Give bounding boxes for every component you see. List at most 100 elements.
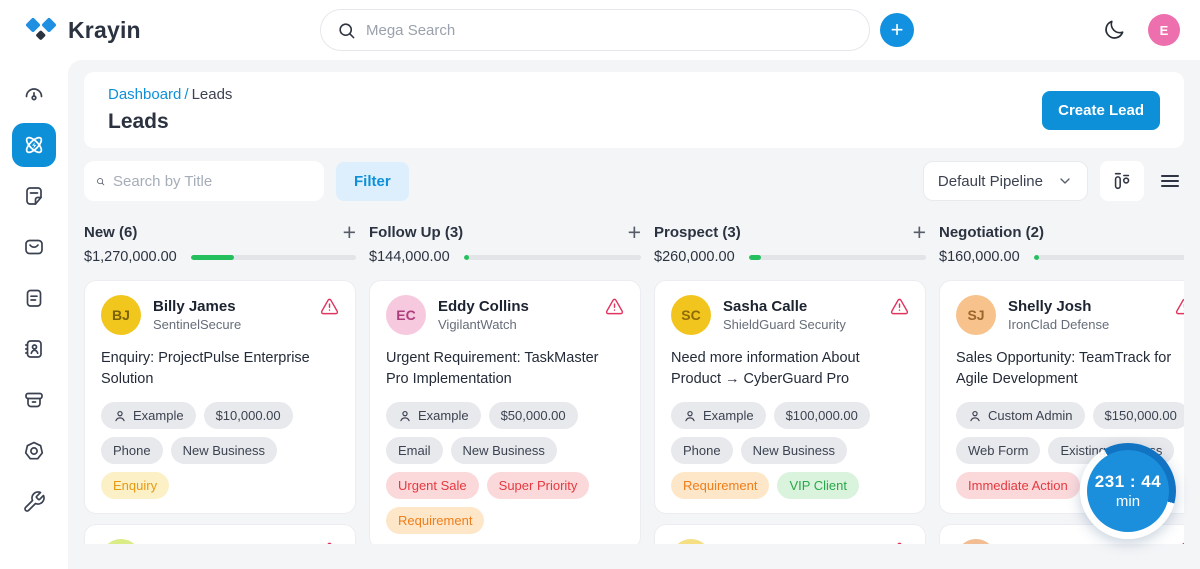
- lead-tag: Example: [101, 402, 196, 430]
- document-icon: [26, 187, 42, 205]
- lead-tag: New Business: [170, 437, 277, 465]
- column-amount: $160,000.00: [939, 249, 1020, 265]
- add-lead-icon[interactable]: +: [912, 221, 926, 245]
- kanban-column: New (6) + $1,270,000.00 BJ Billy James S…: [84, 221, 356, 544]
- lead-company: SentinelSecure: [153, 317, 242, 332]
- lead-tags: Example $50,000.00 Email New Business Urgent…: [386, 402, 624, 535]
- user-icon: [970, 410, 980, 421]
- title-search: [84, 161, 324, 201]
- avatar: LM: [101, 539, 141, 544]
- leads-toolbar: Filter Default Pipeline: [84, 161, 1184, 201]
- timer-unit: min: [1115, 493, 1141, 510]
- sidebar-item-quotes[interactable]: [12, 174, 56, 218]
- address-book-icon: [24, 340, 42, 358]
- lead-title: Enquiry: ProjectPulse Enterprise Solutio…: [101, 350, 310, 387]
- lead-tag: Requirement: [671, 472, 770, 500]
- lead-card[interactable]: BJ Billy James SentinelSecure Enquiry: P…: [84, 280, 356, 515]
- avatar: SC: [671, 295, 711, 335]
- activity-timer-widget[interactable]: 231 : 44 min: [1080, 443, 1176, 539]
- lead-name: Sasha Calle: [723, 298, 808, 315]
- pipeline-select[interactable]: Default Pipeline: [922, 161, 1088, 201]
- envelope-icon: [25, 239, 43, 255]
- sidebar-item-activities[interactable]: [12, 276, 56, 320]
- sidebar-item-contacts[interactable]: [12, 327, 56, 371]
- column-cards: BJ Billy James SentinelSecure Enquiry: P…: [84, 280, 356, 544]
- lead-tag: Enquiry: [101, 472, 170, 500]
- breadcrumb-dashboard-link[interactable]: Dashboard: [108, 86, 182, 103]
- kanban-view-toggle[interactable]: [1100, 161, 1144, 201]
- add-lead-icon[interactable]: +: [342, 221, 356, 245]
- kanban-column: Prospect (3) + $260,000.00 SC Sasha Call…: [654, 221, 926, 544]
- lead-company: ShieldGuard Security: [723, 317, 846, 332]
- lead-name: Shelly Josh: [1008, 298, 1092, 315]
- lead-tag: Web Form: [956, 437, 1041, 465]
- sidebar: [0, 60, 68, 569]
- lead-card[interactable]: LM Lucy Mark ShieldGuard Security Requir…: [84, 524, 356, 544]
- alert-triangle-icon: [897, 542, 902, 544]
- wrench-icon: [24, 491, 45, 512]
- timer-face: 231 : 44 min: [1087, 450, 1169, 532]
- column-amount: $260,000.00: [654, 249, 735, 265]
- user-avatar[interactable]: E: [1148, 14, 1180, 46]
- lead-company: IronClad Defense: [1008, 317, 1110, 332]
- page-header: Dashboard / Leads Leads Create Lead: [84, 72, 1184, 148]
- lead-company: VigilantWatch: [438, 317, 517, 332]
- filter-button[interactable]: Filter: [336, 161, 409, 201]
- orbit-bolt-icon: [25, 136, 43, 154]
- lead-tag: Example: [671, 402, 766, 430]
- add-lead-icon[interactable]: +: [627, 221, 641, 245]
- topbar: Krayin + E: [0, 0, 1200, 60]
- kanban-view-icon: [1114, 172, 1130, 190]
- sidebar-item-dashboard[interactable]: [12, 72, 56, 116]
- lead-card[interactable]: LM Lucy Mark: [654, 524, 926, 544]
- lead-title: Urgent Requirement: TaskMaster Pro Imple…: [386, 350, 599, 387]
- avatar: SC: [956, 539, 996, 544]
- lead-tag: $50,000.00: [488, 402, 578, 430]
- brand-logo[interactable]: Krayin: [24, 15, 320, 45]
- kanban-board: New (6) + $1,270,000.00 BJ Billy James S…: [84, 221, 1184, 544]
- create-lead-button[interactable]: Create Lead: [1042, 90, 1160, 130]
- lead-card[interactable]: SC Sasha Calle ShieldGuard Security Need…: [654, 280, 926, 515]
- krayin-logo-icon: [26, 18, 56, 40]
- column-progress-bar: [1033, 254, 1184, 260]
- breadcrumb: Dashboard / Leads: [108, 86, 232, 103]
- dark-mode-toggle[interactable]: [1102, 18, 1126, 42]
- lead-tag: Phone: [101, 437, 163, 465]
- column-title: Prospect (3): [654, 223, 741, 241]
- user-icon: [400, 410, 410, 421]
- title-search-input[interactable]: [113, 172, 312, 190]
- lead-tag: New Business: [450, 437, 557, 465]
- archive-icon: [25, 392, 43, 408]
- column-progress-bar: [463, 254, 641, 260]
- pipeline-select-value: Default Pipeline: [937, 172, 1043, 190]
- column-cards: EC Eddy Collins VigilantWatch Urgent Req…: [369, 280, 641, 544]
- lead-title: Need more information About Product → Cy…: [671, 350, 860, 387]
- lead-name: Eddy Collins: [438, 298, 529, 315]
- quick-create-button[interactable]: +: [880, 13, 914, 47]
- sidebar-item-configuration[interactable]: [12, 480, 56, 524]
- lead-tag: VIP Client: [777, 472, 860, 500]
- column-amount: $1,270,000.00: [84, 249, 177, 265]
- lead-tag: Immediate Action: [956, 472, 1080, 500]
- gauge-icon: [25, 88, 43, 101]
- alert-triangle-icon: [1175, 298, 1184, 315]
- sidebar-item-products[interactable]: [12, 378, 56, 422]
- mega-search-input[interactable]: [366, 21, 853, 39]
- alert-triangle-icon: [605, 298, 624, 315]
- kanban-column: Follow Up (3) + $144,000.00 EC Eddy Coll…: [369, 221, 641, 544]
- column-cards: SC Sasha Calle ShieldGuard Security Need…: [654, 280, 926, 544]
- alert-triangle-icon: [327, 542, 332, 544]
- clipboard-icon: [26, 289, 42, 307]
- sidebar-item-mail[interactable]: [12, 225, 56, 269]
- lead-tag: Email: [386, 437, 443, 465]
- page-title: Leads: [108, 110, 169, 133]
- lead-card[interactable]: EC Eddy Collins VigilantWatch Urgent Req…: [369, 280, 641, 544]
- user-icon: [685, 410, 695, 421]
- list-view-toggle[interactable]: [1156, 169, 1184, 193]
- alert-triangle-icon: [1182, 542, 1184, 544]
- lead-title: Sales Opportunity: TeamTrack for Agile D…: [956, 350, 1172, 387]
- sidebar-item-settings[interactable]: [12, 429, 56, 473]
- column-title: Follow Up (3): [369, 223, 464, 241]
- sidebar-item-leads[interactable]: [12, 123, 56, 167]
- avatar: BJ: [101, 295, 141, 335]
